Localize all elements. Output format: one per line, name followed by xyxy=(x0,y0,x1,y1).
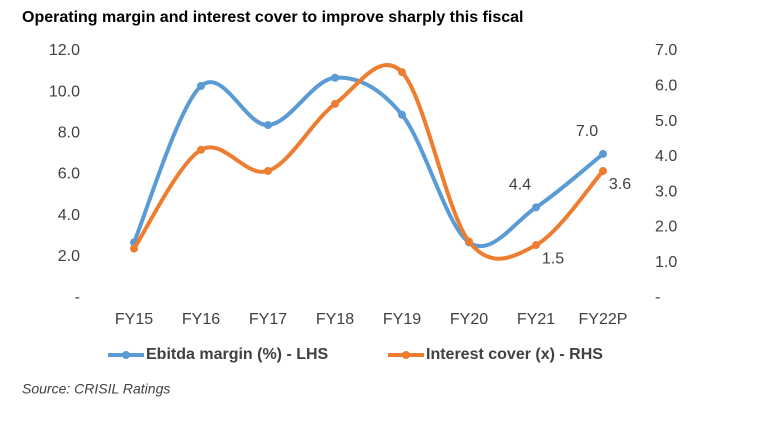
point xyxy=(532,241,540,250)
y-tick-label: 4.0 xyxy=(58,207,80,224)
point xyxy=(532,203,540,212)
legend-label: Interest cover (x) - RHS xyxy=(426,346,603,363)
y-tick-label: 2.0 xyxy=(58,248,80,265)
legend-marker xyxy=(122,351,130,359)
point xyxy=(197,145,205,154)
point xyxy=(264,166,272,175)
y2-tick-label: 6.0 xyxy=(655,78,677,95)
x-tick-label: FY16 xyxy=(182,311,220,328)
point xyxy=(130,244,138,253)
point xyxy=(599,166,607,175)
y2-tick-label: 5.0 xyxy=(655,113,677,130)
point xyxy=(264,121,272,130)
y-tick-label: 12.0 xyxy=(49,42,80,59)
y2-tick-label: 2.0 xyxy=(655,219,677,236)
point xyxy=(465,237,473,246)
y2-tick-label: 3.0 xyxy=(655,183,677,200)
series-line xyxy=(132,75,605,249)
chart-title: Operating margin and interest cover to i… xyxy=(22,9,523,26)
y-tick-label: 6.0 xyxy=(58,166,80,183)
point xyxy=(398,110,406,119)
legend-label: Ebitda margin (%) - LHS xyxy=(146,346,329,363)
y2-tick-label: - xyxy=(655,289,660,306)
legend-marker xyxy=(402,351,410,359)
y-tick-label: - xyxy=(75,289,80,306)
data-label: 1.5 xyxy=(542,250,564,267)
x-tick-label: FY20 xyxy=(450,311,488,328)
y-tick-label: 10.0 xyxy=(49,83,80,100)
point xyxy=(197,81,205,90)
x-tick-label: FY18 xyxy=(316,311,354,328)
y2-tick-label: 4.0 xyxy=(655,148,677,165)
point xyxy=(398,68,406,77)
y2-tick-label: 1.0 xyxy=(655,254,677,271)
x-tick-label: FY17 xyxy=(249,311,287,328)
y2-tick-label: 7.0 xyxy=(655,42,677,59)
point xyxy=(331,73,339,82)
data-label: 4.4 xyxy=(509,177,531,194)
x-tick-label: FY15 xyxy=(115,311,153,328)
x-tick-label: FY21 xyxy=(517,311,555,328)
data-label: 3.6 xyxy=(609,176,631,193)
source: Source: CRISIL Ratings xyxy=(22,381,170,397)
point xyxy=(331,99,339,108)
data-label: 7.0 xyxy=(576,123,598,140)
point xyxy=(599,149,607,158)
series-line xyxy=(132,63,605,261)
x-tick-label: FY22P xyxy=(579,311,628,328)
x-tick-label: FY19 xyxy=(383,311,421,328)
y-tick-label: 8.0 xyxy=(58,125,80,142)
